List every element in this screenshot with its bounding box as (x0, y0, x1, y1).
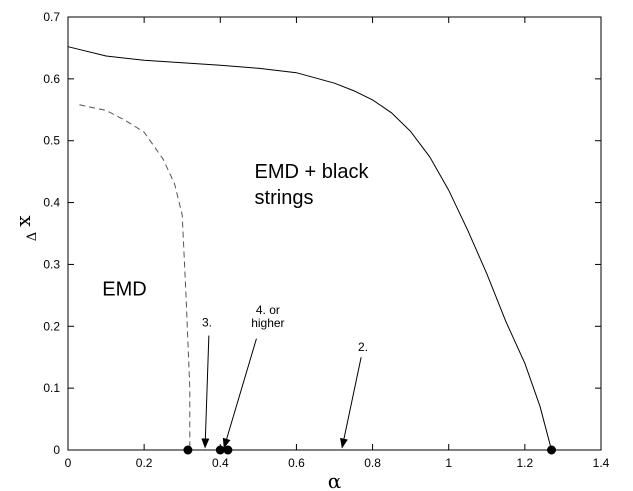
region-label-line: EMD + black (255, 161, 370, 183)
annotation-layer: 3. 4. or higher 2. (201, 303, 368, 449)
region-label-line: strings (255, 187, 314, 209)
x-axis-ticks: 0 0.2 0.4 0.6 0.8 1 1.2 1.4 (65, 17, 610, 470)
region-label: EMD + black strings (255, 161, 370, 209)
y-axis-label-main: x (11, 215, 35, 227)
y-tick-label: 0.5 (43, 134, 60, 148)
y-tick-label: 0.7 (43, 10, 60, 24)
annotation-label-line: 3. (202, 315, 212, 329)
y-tick-label: 0.3 (43, 257, 60, 271)
region-label-line: EMD (102, 278, 146, 300)
data-point (547, 445, 557, 455)
annotation-arrow (201, 335, 210, 449)
dashed-boundary-line (79, 104, 191, 450)
y-tick-label: 0.1 (43, 381, 60, 395)
y-axis-label: x Δ (11, 215, 40, 242)
y-tick-label: 0.6 (43, 72, 60, 86)
x-tick-label: 1 (445, 456, 452, 470)
x-tick-label: 0.4 (212, 456, 229, 470)
annotation-label: 2. (358, 340, 368, 354)
y-axis-label-subscript: Δ (25, 232, 40, 241)
x-axis-label: α (328, 469, 342, 491)
x-tick-label: 0 (65, 456, 72, 470)
annotation-label: 4. or higher (251, 303, 284, 330)
series-layer (67, 46, 552, 451)
annotation-arrow (222, 338, 257, 449)
y-axis-ticks: 0 0.1 0.2 0.3 0.4 0.5 0.6 0.7 (43, 10, 601, 457)
y-tick-label: 0.4 (43, 196, 60, 210)
annotation-label: 3. (202, 315, 212, 329)
plot-frame (67, 16, 602, 451)
solid-boundary-line (67, 46, 552, 451)
y-tick-label: 0 (53, 443, 60, 457)
data-point (183, 445, 193, 455)
plot-border (67, 16, 602, 451)
annotation-label-line: 4. or (256, 303, 280, 317)
x-tick-label: 1.4 (593, 456, 610, 470)
annotation-label-line: higher (251, 316, 284, 330)
x-tick-label: 1.2 (517, 456, 534, 470)
x-tick-label: 0.8 (364, 456, 381, 470)
x-tick-label: 0.6 (288, 456, 305, 470)
annotation-arrow (340, 357, 362, 449)
region-labels: EMD + black strings EMD (102, 161, 369, 301)
region-label: EMD (102, 278, 146, 300)
x-tick-label: 0.2 (136, 456, 153, 470)
annotation-label-line: 2. (358, 340, 368, 354)
y-tick-label: 0.2 (43, 319, 60, 333)
data-point (215, 445, 225, 455)
